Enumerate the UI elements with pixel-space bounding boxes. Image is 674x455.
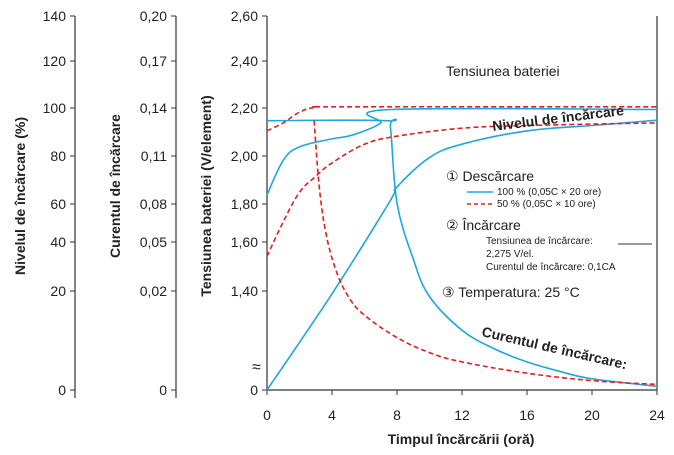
series-50-level-line <box>266 122 658 257</box>
level-tick-label: 40 <box>50 234 66 250</box>
x-tick-label: 4 <box>328 407 336 423</box>
level-tick-label: 60 <box>50 196 66 212</box>
current-tick-label: 0,11 <box>141 148 167 164</box>
charge-voltage-line-1: Tensiunea de încărcare: <box>486 236 593 247</box>
voltage-tick-label: 1,80 <box>231 196 258 212</box>
charge-voltage-line-2: 2,275 V/el. <box>486 249 534 260</box>
x-tick-label: 20 <box>584 407 600 423</box>
level-tick-label: 120 <box>43 53 67 69</box>
x-tick-label: 16 <box>519 407 535 423</box>
current-tick-label: 0,08 <box>140 196 167 212</box>
series-50-voltage-line <box>266 105 658 132</box>
level-tick-label: 100 <box>43 100 67 116</box>
x-tick-label: 12 <box>454 407 470 423</box>
x-tick-label: 8 <box>393 407 401 423</box>
series-lines <box>266 105 658 391</box>
level-tick-label: 0 <box>58 382 66 398</box>
current-tick-label: 0 <box>159 382 167 398</box>
level-tick-label: 140 <box>43 8 67 24</box>
series-100-voltage-line <box>266 107 658 196</box>
voltage-tick-label: 2,60 <box>231 8 258 24</box>
voltage-axis-title: Tensiunea bateriei (V/element) <box>198 95 214 296</box>
voltage-tick-label: 1,60 <box>231 234 258 250</box>
charge-current-note: Curentul de încărcare: 0,1CA <box>486 262 616 273</box>
current-tick-label: 0,17 <box>140 53 167 69</box>
discharge-heading: ① Descărcare <box>446 168 534 184</box>
level-axis-title: Nivelul de încărcare (%) <box>12 117 28 275</box>
current-tick-label: 0,02 <box>140 283 167 299</box>
voltage-tick-label: 2,40 <box>231 53 258 69</box>
x-axis-title: Timpul încărcării (oră) <box>388 431 535 447</box>
tick-labels: 02040608010012014000,020,050,080,110,140… <box>43 8 665 423</box>
temperature-note: ③ Temperatura: 25 °C <box>442 284 580 300</box>
voltage-tick-label: 1,40 <box>231 283 258 299</box>
series-100-level-line <box>266 119 658 391</box>
level-tick-label: 80 <box>50 148 66 164</box>
current-axis-title: Curentul de încărcare <box>107 114 123 258</box>
voltage-curve-label: Tensiunea bateriei <box>446 63 560 79</box>
level-tick-label: 20 <box>50 283 66 299</box>
voltage-tick-label: 2,20 <box>231 100 258 116</box>
current-curve-label: Curentul de încărcare: <box>480 323 628 372</box>
x-tick-label: 24 <box>649 407 665 423</box>
current-tick-label: 0,14 <box>140 100 167 116</box>
current-tick-label: 0,05 <box>140 234 167 250</box>
legend-label-50: 50 % (0,05C × 10 ore) <box>497 199 596 210</box>
voltage-tick-label: 0 <box>250 382 258 398</box>
axis-break-mark: ≈ <box>252 359 261 376</box>
charge-heading: ② Încărcare <box>446 217 521 233</box>
current-tick-label: 0,20 <box>140 8 167 24</box>
series-50-current-line <box>313 120 658 386</box>
series-100-current-line <box>266 118 658 388</box>
x-tick-label: 0 <box>263 407 271 423</box>
voltage-tick-label: 2,00 <box>231 148 258 164</box>
legend-label-100: 100 % (0,05C × 20 ore) <box>497 187 601 198</box>
